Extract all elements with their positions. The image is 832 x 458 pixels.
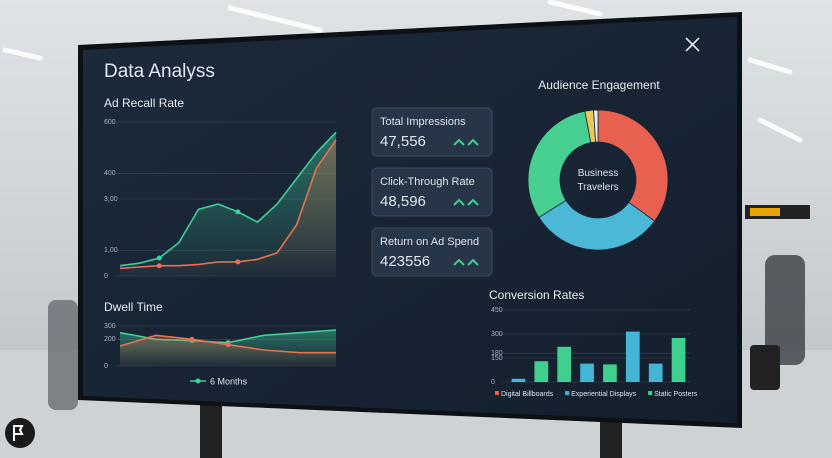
y-tick-label: 3,00 xyxy=(104,196,118,203)
kpi-label: Return on Ad Spend xyxy=(380,236,479,248)
legend-label: 6 Months xyxy=(210,376,248,386)
bar xyxy=(534,361,549,382)
trend-icon xyxy=(453,258,479,266)
point xyxy=(189,336,195,342)
line xyxy=(119,131,337,267)
point xyxy=(225,342,231,348)
y-tick-label: 300 xyxy=(491,331,503,338)
kpi-value: 47,556 xyxy=(380,133,426,150)
bar xyxy=(603,364,617,382)
ceiling-lights xyxy=(2,0,803,143)
traveler xyxy=(765,255,805,365)
center-label-line: Business xyxy=(578,168,619,179)
trend-icon xyxy=(453,138,479,146)
kpi-value: 48,596 xyxy=(380,193,426,210)
kpi-label: Total Impressions xyxy=(380,116,466,128)
bar xyxy=(557,346,572,382)
area xyxy=(120,140,336,276)
y-tick-label: 1,00 xyxy=(104,247,118,254)
bar xyxy=(511,378,526,382)
pie-slice xyxy=(593,109,599,143)
legend-label: Experiential Displays xyxy=(571,391,636,398)
legend-swatch xyxy=(648,391,653,395)
pie-slice xyxy=(527,110,592,219)
area xyxy=(120,335,336,366)
y-tick-label: 180 xyxy=(491,350,503,357)
y-tick-label: 600 xyxy=(104,119,116,126)
y-tick-label: 0 xyxy=(104,363,108,370)
pie-slice xyxy=(538,199,656,251)
point xyxy=(156,255,162,261)
bar xyxy=(671,338,686,382)
center-label: Business Travelers xyxy=(577,168,618,193)
bar xyxy=(648,363,663,382)
chart-title: Dwell Time xyxy=(104,300,163,314)
dashboard-title: Data Analyss xyxy=(104,61,215,82)
y-tick-label: 200 xyxy=(104,336,116,343)
traveler xyxy=(48,300,78,410)
kpi-value: 423556 xyxy=(380,253,430,270)
logo xyxy=(5,418,35,448)
legend-swatch xyxy=(495,391,499,395)
luggage xyxy=(750,345,780,390)
y-tick-label: 150 xyxy=(491,355,503,362)
point xyxy=(156,263,162,269)
line xyxy=(119,139,337,270)
y-tick-label: 300 xyxy=(104,323,116,330)
bar xyxy=(625,331,640,382)
chart-title: Audience Engagement xyxy=(538,78,660,92)
point xyxy=(235,259,241,265)
area xyxy=(120,132,336,276)
y-tick-label: 0 xyxy=(491,379,495,386)
y-tick-label: 400 xyxy=(104,170,116,177)
point xyxy=(235,209,241,215)
bar xyxy=(580,363,594,382)
legend-label: Static Posters xyxy=(654,391,698,398)
legend-label: Digital Billboards xyxy=(501,391,554,398)
stand-leg xyxy=(200,400,222,458)
chart-title: Ad Recall Rate xyxy=(104,96,184,110)
center-label-line: Travelers xyxy=(577,182,618,193)
legend-dot xyxy=(195,378,201,384)
y-tick-label: 450 xyxy=(491,307,503,314)
y-tick-label: 0 xyxy=(104,273,108,280)
chart-title: Conversion Rates xyxy=(489,288,584,302)
airport-sign-text xyxy=(750,208,780,216)
pie-slice xyxy=(597,109,669,222)
trend-icon xyxy=(453,198,479,206)
kpi-label: Click-Through Rate xyxy=(380,176,475,188)
legend-swatch xyxy=(565,391,570,395)
close-button[interactable] xyxy=(685,37,700,52)
